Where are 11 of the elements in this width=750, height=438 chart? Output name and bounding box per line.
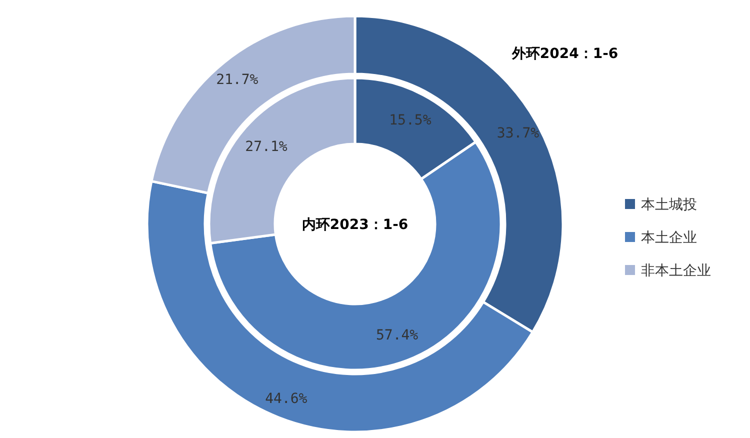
slice-label: 外环2024：1-6 xyxy=(510,46,618,62)
legend-label: 非本土企业 xyxy=(641,263,711,279)
legend-label: 本土城投 xyxy=(641,197,697,213)
legend-label: 本土企业 xyxy=(641,230,697,246)
slice-label: 内环2023：1-6 xyxy=(302,217,408,233)
data-label: 33.7% xyxy=(496,125,540,142)
data-label: 44.6% xyxy=(265,390,308,407)
data-label: 15.5% xyxy=(389,112,432,129)
data-label: 27.1% xyxy=(245,139,288,156)
data-label: 57.4% xyxy=(376,327,419,344)
data-label: 21.7% xyxy=(216,72,259,88)
